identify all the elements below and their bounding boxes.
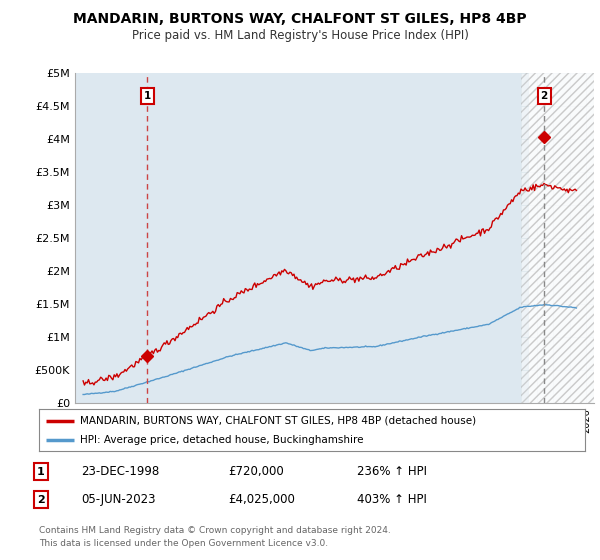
Text: £720,000: £720,000	[228, 465, 284, 478]
Text: 403% ↑ HPI: 403% ↑ HPI	[357, 493, 427, 506]
Text: Price paid vs. HM Land Registry's House Price Index (HPI): Price paid vs. HM Land Registry's House …	[131, 29, 469, 42]
Text: 1: 1	[144, 91, 151, 101]
Text: Contains HM Land Registry data © Crown copyright and database right 2024.: Contains HM Land Registry data © Crown c…	[39, 526, 391, 535]
Text: 2: 2	[541, 91, 548, 101]
Bar	[529, 73, 594, 403]
Text: MANDARIN, BURTONS WAY, CHALFONT ST GILES, HP8 4BP (detached house): MANDARIN, BURTONS WAY, CHALFONT ST GILES…	[80, 416, 476, 426]
Text: This data is licensed under the Open Government Licence v3.0.: This data is licensed under the Open Gov…	[39, 539, 328, 548]
Text: 05-JUN-2023: 05-JUN-2023	[81, 493, 155, 506]
Text: 1: 1	[37, 466, 44, 477]
Bar	[75, 73, 521, 403]
Text: 236% ↑ HPI: 236% ↑ HPI	[357, 465, 427, 478]
Text: 2: 2	[37, 494, 44, 505]
Bar	[521, 73, 594, 403]
Text: HPI: Average price, detached house, Buckinghamshire: HPI: Average price, detached house, Buck…	[80, 435, 364, 445]
Text: 23-DEC-1998: 23-DEC-1998	[81, 465, 159, 478]
Text: MANDARIN, BURTONS WAY, CHALFONT ST GILES, HP8 4BP: MANDARIN, BURTONS WAY, CHALFONT ST GILES…	[73, 12, 527, 26]
Text: £4,025,000: £4,025,000	[228, 493, 295, 506]
